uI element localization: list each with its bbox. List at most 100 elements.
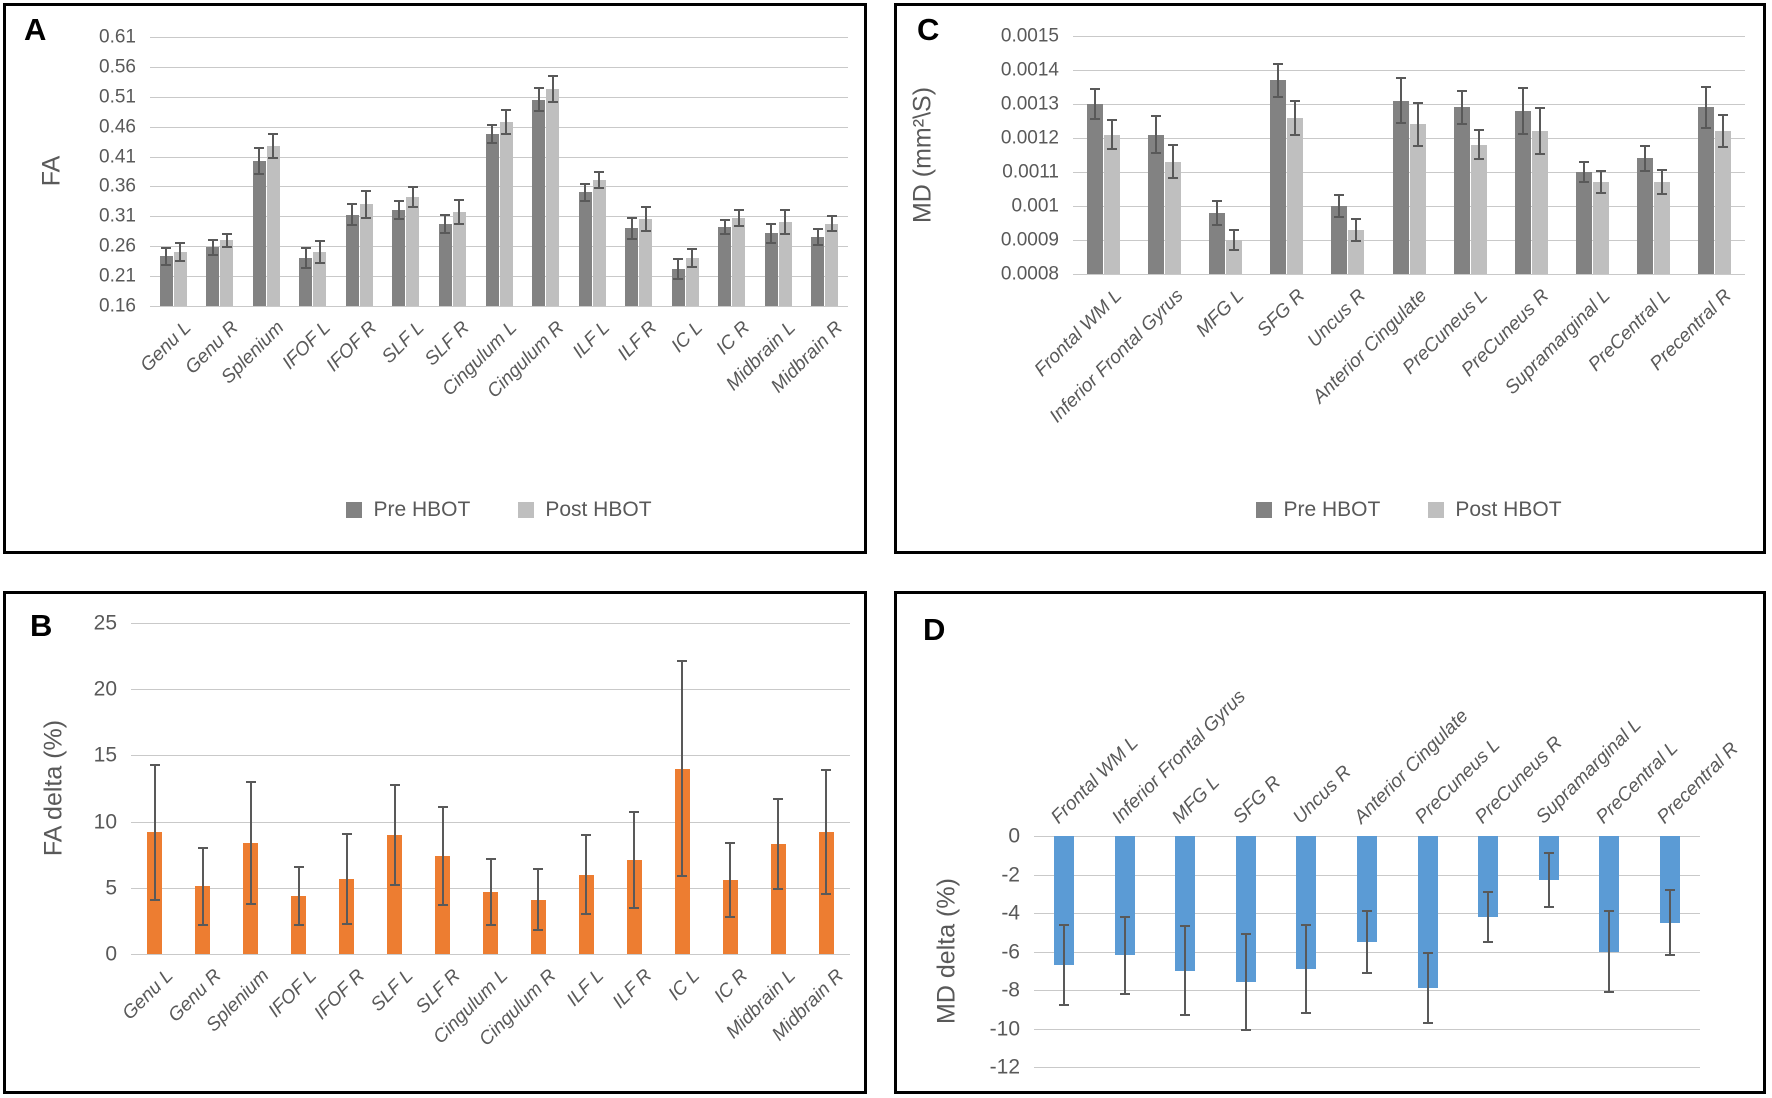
error-bar [490,859,492,925]
error-bar [584,184,586,201]
gridline [1073,70,1745,71]
error-bar [1548,853,1550,907]
bar [406,197,419,306]
gridline [131,623,850,624]
error-bar-cap [1151,115,1161,117]
error-bar-cap [175,260,185,262]
error-bar [552,76,554,101]
error-bar-cap [1273,96,1283,98]
error-bar-cap [150,764,160,766]
error-bar [1355,219,1357,241]
bar [1226,240,1242,274]
error-bar-cap [394,200,404,202]
error-bar-cap [390,884,400,886]
error-bar [1184,926,1186,1015]
category-label: SFG R [1229,772,1286,828]
error-bar-cap [827,230,837,232]
error-bar-cap [673,258,683,260]
error-bar [1124,917,1126,994]
bar [1296,836,1316,969]
bar [206,247,219,306]
error-bar-cap [548,75,558,77]
error-bar-cap [1701,86,1711,88]
legend-item: Pre HBOT [1256,498,1380,522]
error-bar [1172,145,1174,178]
error-bar-cap [294,866,304,868]
legend-swatch [346,502,363,518]
error-bar-cap [766,223,776,225]
category-label: IFOF L [264,965,322,1022]
error-bar-cap [342,923,352,925]
error-bar-cap [486,858,496,860]
gridline [131,689,850,690]
y-tick-label: -4 [1001,901,1020,925]
y-tick-label: -8 [1001,978,1020,1002]
y-tick-label: 0.16 [99,295,136,317]
bar [486,134,499,306]
bar [392,210,405,306]
error-bar-cap [1351,218,1361,220]
error-bar-cap [1544,852,1554,854]
category-label: MFG L [1192,285,1249,342]
y-tick-label: 0.0013 [1000,93,1059,115]
error-bar [212,240,214,254]
legend: Pre HBOT Post HBOT [1073,498,1745,522]
bar [1454,107,1470,274]
error-bar-cap [1120,916,1130,918]
error-bar-cap [827,215,837,217]
error-bar-cap [1474,158,1484,160]
error-bar-cap [501,109,511,111]
error-bar-cap [821,893,831,895]
y-tick-label: 0.0009 [1000,229,1059,251]
error-bar [305,248,307,268]
error-bar-cap [813,244,823,246]
error-bar-cap [1518,133,1528,135]
gridline [1073,172,1745,173]
error-bar [258,148,260,174]
error-bar-cap [1241,933,1251,935]
error-bar [351,204,353,226]
y-tick-label: 10 [93,810,117,834]
legend-label: Pre HBOT [1283,498,1381,521]
y-tick-label: 0.56 [99,56,136,78]
bar [686,258,699,306]
error-bar-cap [1579,181,1589,183]
error-bar-cap [581,834,591,836]
error-bar-cap [268,133,278,135]
error-bar [631,218,633,240]
error-bar-cap [1396,77,1406,79]
y-tick-label: -6 [1001,940,1020,964]
error-bar-cap [1059,924,1069,926]
bar [299,258,312,306]
error-bar-cap [1604,910,1614,912]
error-bar-cap [1596,170,1606,172]
error-bar [346,834,348,924]
error-bar-cap [347,224,357,226]
error-bar-cap [1107,148,1117,150]
error-bar [1583,162,1585,182]
legend-label: Post HBOT [545,498,652,521]
bar [1331,206,1347,274]
category-label: ILF R [613,317,662,365]
y-tick-label: 0.001 [1011,195,1059,217]
bar [160,256,173,306]
bar [453,212,466,306]
error-bar [272,134,274,158]
error-bar-cap [1290,100,1300,102]
y-tick-label: 5 [105,876,117,900]
panel-letter: D [923,612,946,647]
legend-label: Pre HBOT [373,498,471,521]
y-tick-label: 0.31 [99,205,136,227]
y-tick-label: 0.0011 [1002,161,1059,183]
error-bar-cap [1665,954,1675,956]
panel-a-fa-chart: A FA 0.61 0.56 0.51 0.46 0.41 0.36 0.31 0.26 0.21 0… [3,3,867,554]
error-bar [784,210,786,234]
gridline [1034,1067,1700,1068]
y-tick-label: 0.0014 [1000,59,1059,81]
error-bar-cap [301,267,311,269]
bar [1410,124,1426,274]
error-bar-cap [1483,891,1493,893]
error-bar [825,770,827,894]
error-bar [226,234,228,247]
error-bar-cap [1396,122,1406,124]
